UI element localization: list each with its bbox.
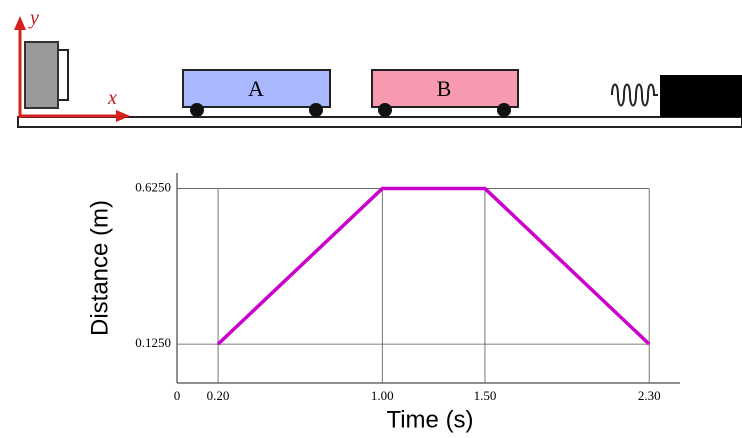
y-arrowhead: [14, 16, 26, 30]
track: [17, 116, 742, 128]
cart-b-label: B: [437, 76, 452, 101]
x-tick-label: 2.30: [638, 388, 661, 403]
x-arrowhead: [116, 110, 130, 122]
x-tick-label: 1.50: [474, 388, 497, 403]
x-axis-title: Time (s): [386, 406, 473, 433]
data-line: [216, 186, 651, 346]
x-tick-label: 0: [174, 388, 181, 403]
wheel: [309, 103, 323, 117]
wheel: [497, 103, 511, 117]
y-tick-label: 0.1250: [135, 335, 171, 350]
x-tick-label: 1.00: [371, 388, 394, 403]
x-label: x: [107, 87, 117, 109]
bumper: [660, 75, 742, 117]
sensor-block: [24, 41, 59, 109]
y-label: y: [28, 7, 39, 29]
y-tick-label: 0.6250: [135, 180, 171, 195]
cart-a-label: A: [248, 76, 264, 101]
cart-b: [371, 69, 519, 108]
cart-a: [182, 69, 331, 108]
spring: [611, 83, 658, 107]
x-tick-label: 0.20: [207, 388, 230, 403]
wheel: [190, 103, 204, 117]
wheel: [378, 103, 392, 117]
y-axis-title: Distance (m): [86, 200, 113, 336]
